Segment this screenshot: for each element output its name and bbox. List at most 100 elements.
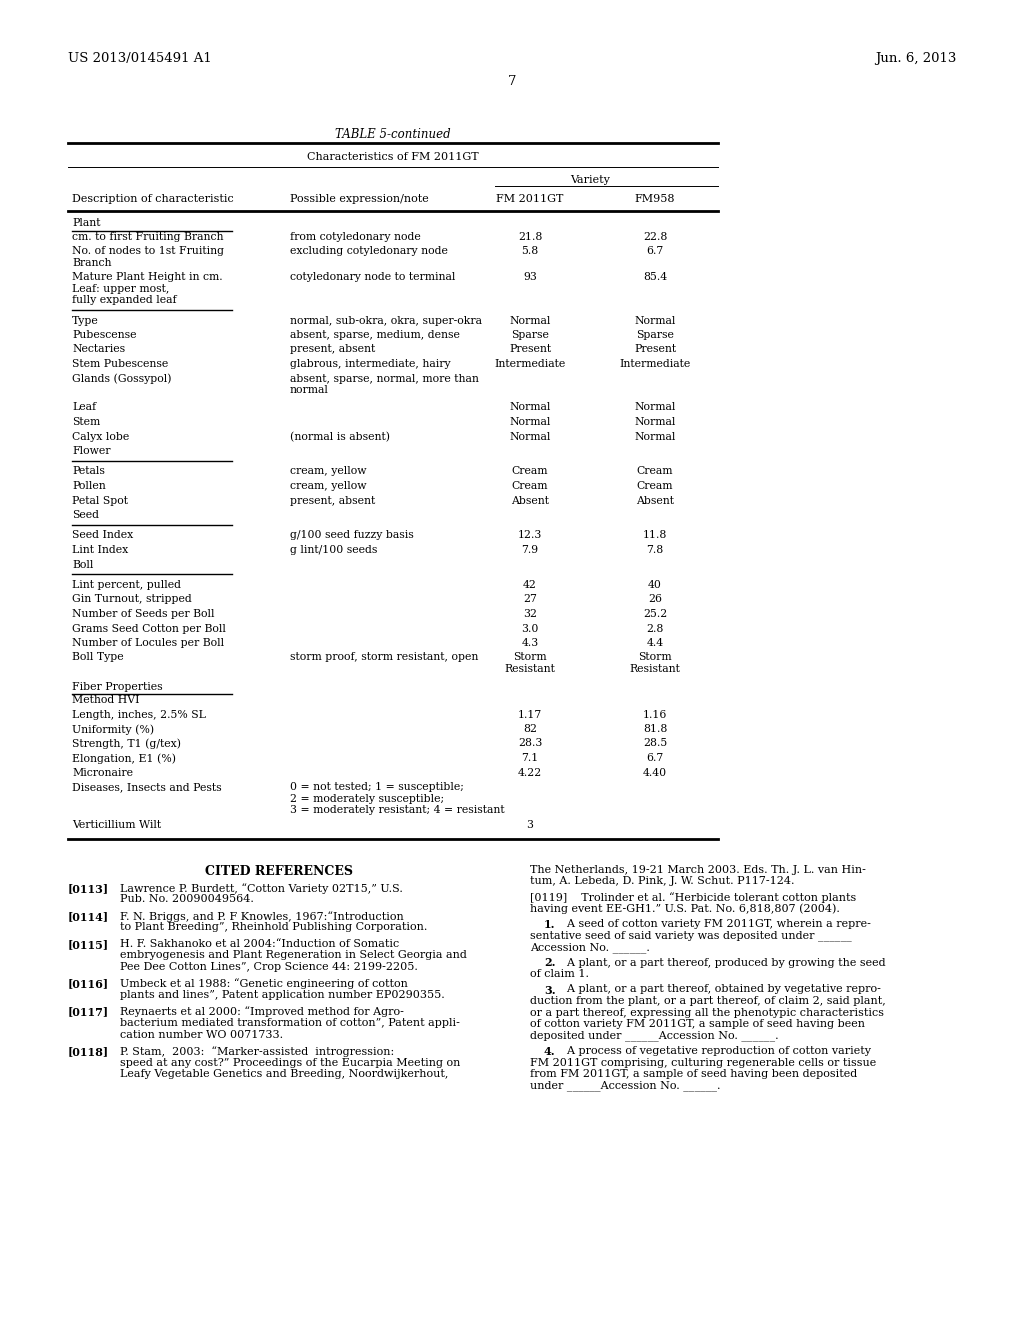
Text: Present: Present: [509, 345, 551, 355]
Text: 2.: 2.: [544, 957, 555, 969]
Text: Absent: Absent: [511, 495, 549, 506]
Text: 4.40: 4.40: [643, 767, 667, 777]
Text: Normal: Normal: [634, 432, 676, 441]
Text: cream, yellow: cream, yellow: [290, 466, 367, 477]
Text: Lawrence P. Burdett, “Cotton Variety 02T15,” U.S.: Lawrence P. Burdett, “Cotton Variety 02T…: [120, 883, 402, 894]
Text: having event EE-GH1.” U.S. Pat. No. 6,818,807 (2004).: having event EE-GH1.” U.S. Pat. No. 6,81…: [530, 903, 840, 913]
Text: of claim 1.: of claim 1.: [530, 969, 589, 979]
Text: Storm: Storm: [513, 652, 547, 663]
Text: The Netherlands, 19-21 March 2003. Eds. Th. J. L. van Hin-: The Netherlands, 19-21 March 2003. Eds. …: [530, 865, 866, 875]
Text: 11.8: 11.8: [643, 531, 668, 540]
Text: normal: normal: [290, 385, 329, 395]
Text: Petals: Petals: [72, 466, 104, 477]
Text: Seed Index: Seed Index: [72, 531, 133, 540]
Text: Possible expression/note: Possible expression/note: [290, 194, 429, 205]
Text: Gin Turnout, stripped: Gin Turnout, stripped: [72, 594, 191, 605]
Text: 4.22: 4.22: [518, 767, 542, 777]
Text: FM 2011GT: FM 2011GT: [497, 194, 563, 205]
Text: Normal: Normal: [634, 315, 676, 326]
Text: 81.8: 81.8: [643, 723, 668, 734]
Text: 2.8: 2.8: [646, 623, 664, 634]
Text: Normal: Normal: [634, 403, 676, 412]
Text: glabrous, intermediate, hairy: glabrous, intermediate, hairy: [290, 359, 451, 370]
Text: [0117]: [0117]: [68, 1006, 110, 1018]
Text: Glands (Gossypol): Glands (Gossypol): [72, 374, 171, 384]
Text: Reynaerts et al 2000: “Improved method for Agro-: Reynaerts et al 2000: “Improved method f…: [120, 1006, 403, 1018]
Text: or a part thereof, expressing all the phenotypic characteristics: or a part thereof, expressing all the ph…: [530, 1007, 884, 1018]
Text: from cotyledonary node: from cotyledonary node: [290, 231, 421, 242]
Text: duction from the plant, or a part thereof, of claim 2, said plant,: duction from the plant, or a part thereo…: [530, 997, 886, 1006]
Text: Number of Seeds per Boll: Number of Seeds per Boll: [72, 609, 214, 619]
Text: fully expanded leaf: fully expanded leaf: [72, 294, 176, 305]
Text: 27: 27: [523, 594, 537, 605]
Text: cotyledonary node to terminal: cotyledonary node to terminal: [290, 272, 456, 282]
Text: 2 = moderately susceptible;: 2 = moderately susceptible;: [290, 793, 444, 804]
Text: Intermediate: Intermediate: [620, 359, 690, 370]
Text: Lint percent, pulled: Lint percent, pulled: [72, 579, 181, 590]
Text: Method HVI: Method HVI: [72, 696, 139, 705]
Text: 7.9: 7.9: [521, 545, 539, 554]
Text: [0113]: [0113]: [68, 883, 110, 894]
Text: Pollen: Pollen: [72, 480, 105, 491]
Text: Pubescense: Pubescense: [72, 330, 136, 341]
Text: Jun. 6, 2013: Jun. 6, 2013: [874, 51, 956, 65]
Text: F. N. Briggs, and P. F Knowles, 1967:“Introduction: F. N. Briggs, and P. F Knowles, 1967:“In…: [120, 911, 403, 921]
Text: [0115]: [0115]: [68, 939, 110, 950]
Text: US 2013/0145491 A1: US 2013/0145491 A1: [68, 51, 212, 65]
Text: Present: Present: [634, 345, 676, 355]
Text: 3.0: 3.0: [521, 623, 539, 634]
Text: [0118]: [0118]: [68, 1045, 110, 1057]
Text: Sparse: Sparse: [636, 330, 674, 341]
Text: 85.4: 85.4: [643, 272, 667, 282]
Text: Storm: Storm: [638, 652, 672, 663]
Text: storm proof, storm resistant, open: storm proof, storm resistant, open: [290, 652, 478, 663]
Text: Umbeck et al 1988: “Genetic engineering of cotton: Umbeck et al 1988: “Genetic engineering …: [120, 978, 408, 989]
Text: Pee Dee Cotton Lines”, Crop Science 44: 2199-2205.: Pee Dee Cotton Lines”, Crop Science 44: …: [120, 962, 418, 972]
Text: Pub. No. 20090049564.: Pub. No. 20090049564.: [120, 895, 254, 904]
Text: Diseases, Insects and Pests: Diseases, Insects and Pests: [72, 781, 221, 792]
Text: Flower: Flower: [72, 446, 111, 455]
Text: Leafy Vegetable Genetics and Breeding, Noordwijkerhout,: Leafy Vegetable Genetics and Breeding, N…: [120, 1069, 449, 1078]
Text: Leaf: Leaf: [72, 403, 96, 412]
Text: 12.3: 12.3: [518, 531, 542, 540]
Text: 3: 3: [526, 820, 534, 829]
Text: 25.2: 25.2: [643, 609, 667, 619]
Text: 6.7: 6.7: [646, 752, 664, 763]
Text: 3.: 3.: [544, 985, 556, 995]
Text: Elongation, E1 (%): Elongation, E1 (%): [72, 752, 176, 763]
Text: Fiber Properties: Fiber Properties: [72, 681, 163, 692]
Text: Characteristics of FM 2011GT: Characteristics of FM 2011GT: [307, 152, 479, 162]
Text: Intermediate: Intermediate: [495, 359, 565, 370]
Text: Accession No. ______.: Accession No. ______.: [530, 942, 650, 953]
Text: Boll: Boll: [72, 560, 93, 569]
Text: g/100 seed fuzzy basis: g/100 seed fuzzy basis: [290, 531, 414, 540]
Text: absent, sparse, normal, more than: absent, sparse, normal, more than: [290, 374, 479, 384]
Text: FM 2011GT comprising, culturing regenerable cells or tissue: FM 2011GT comprising, culturing regenera…: [530, 1057, 877, 1068]
Text: 21.8: 21.8: [518, 231, 542, 242]
Text: sentative seed of said variety was deposited under ______: sentative seed of said variety was depos…: [530, 931, 852, 941]
Text: Normal: Normal: [509, 403, 551, 412]
Text: plants and lines”, Patent application number EP0290355.: plants and lines”, Patent application nu…: [120, 990, 444, 1001]
Text: 4.3: 4.3: [521, 638, 539, 648]
Text: tum, A. Lebeda, D. Pink, J. W. Schut. P117-124.: tum, A. Lebeda, D. Pink, J. W. Schut. P1…: [530, 876, 795, 887]
Text: Plant: Plant: [72, 218, 100, 228]
Text: Strength, T1 (g/tex): Strength, T1 (g/tex): [72, 738, 181, 748]
Text: 42: 42: [523, 579, 537, 590]
Text: deposited under ______Accession No. ______.: deposited under ______Accession No. ____…: [530, 1031, 778, 1041]
Text: 1.: 1.: [544, 919, 555, 931]
Text: Length, inches, 2.5% SL: Length, inches, 2.5% SL: [72, 710, 206, 719]
Text: 3 = moderately resistant; 4 = resistant: 3 = moderately resistant; 4 = resistant: [290, 805, 505, 814]
Text: Variety: Variety: [570, 176, 610, 185]
Text: from FM 2011GT, a sample of seed having been deposited: from FM 2011GT, a sample of seed having …: [530, 1069, 857, 1078]
Text: 5.8: 5.8: [521, 246, 539, 256]
Text: No. of nodes to 1st Fruiting: No. of nodes to 1st Fruiting: [72, 246, 224, 256]
Text: Uniformity (%): Uniformity (%): [72, 723, 155, 734]
Text: Sparse: Sparse: [511, 330, 549, 341]
Text: 1.16: 1.16: [643, 710, 668, 719]
Text: 7.1: 7.1: [521, 752, 539, 763]
Text: Cream: Cream: [637, 480, 673, 491]
Text: cm. to first Fruiting Branch: cm. to first Fruiting Branch: [72, 231, 223, 242]
Text: 7.8: 7.8: [646, 545, 664, 554]
Text: Calyx lobe: Calyx lobe: [72, 432, 129, 441]
Text: Grams Seed Cotton per Boll: Grams Seed Cotton per Boll: [72, 623, 226, 634]
